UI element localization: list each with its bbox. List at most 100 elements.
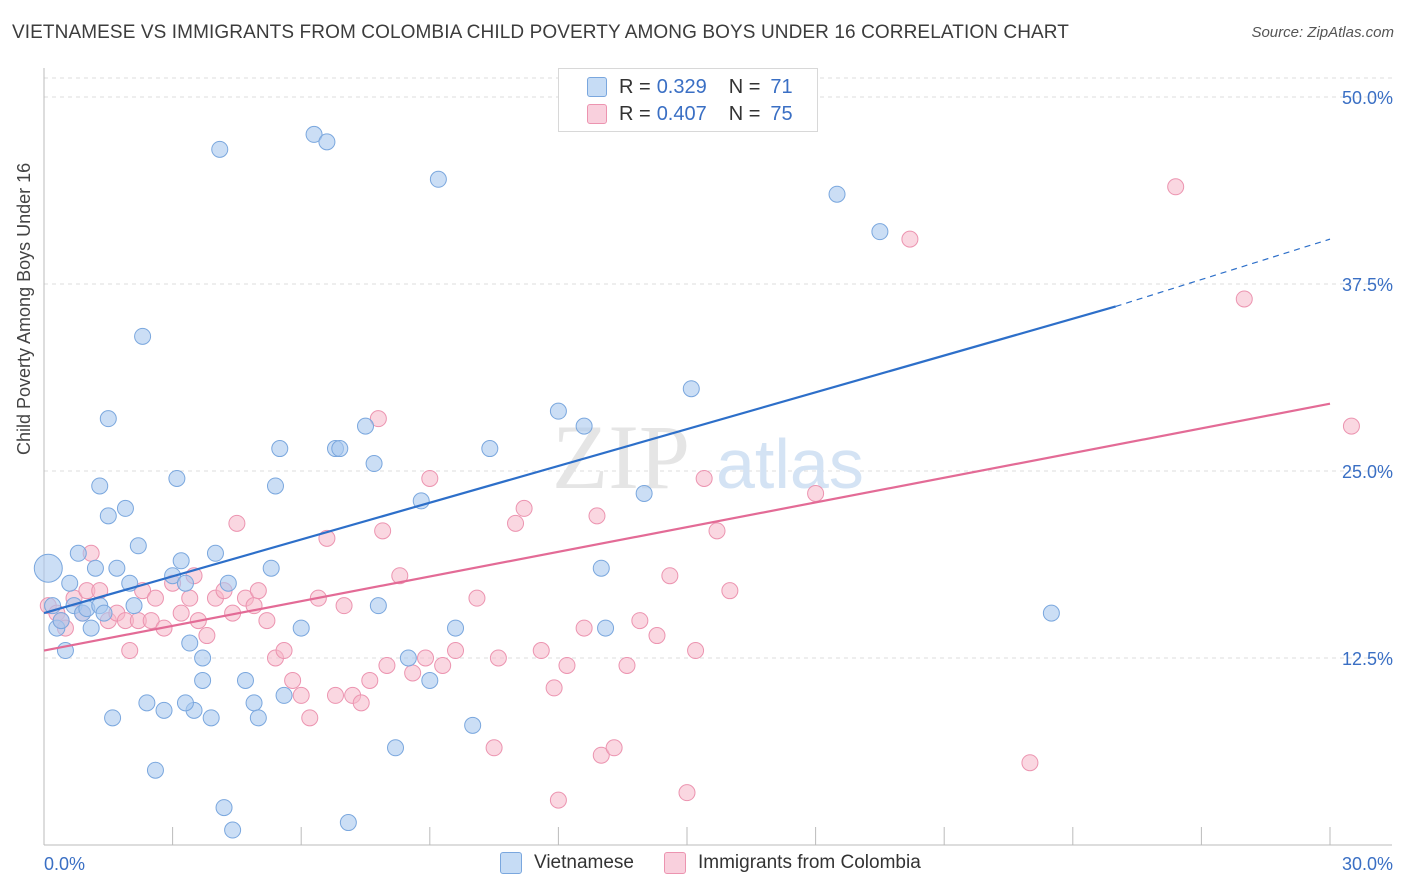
legend-n-label: N = <box>728 102 761 125</box>
vietnamese-point <box>146 761 164 779</box>
legend-n-label: N = <box>728 75 761 98</box>
colombia-trend-line <box>43 402 1331 652</box>
legend-row-colombia: R = 0.407 N = 75 <box>587 102 793 126</box>
colombia-point <box>708 522 726 540</box>
colombia-point <box>507 514 525 532</box>
colombia-point <box>258 612 276 630</box>
colombia-point <box>721 582 739 600</box>
vietnamese-point <box>828 185 846 203</box>
vietnamese-point <box>365 455 383 473</box>
vietnamese-point <box>249 709 267 727</box>
trend-lines <box>43 238 1331 652</box>
vietnamese-point <box>592 559 610 577</box>
colombia-point <box>515 499 533 517</box>
vietnamese-point <box>318 133 336 151</box>
legend-r-label: R = <box>619 75 651 98</box>
colombia-point <box>284 671 302 689</box>
vietnamese-point <box>176 574 194 592</box>
colombia-point <box>901 230 919 248</box>
chart-title: VIETNAMESE VS IMMIGRANTS FROM COLOMBIA C… <box>12 22 1069 43</box>
colombia-point <box>468 589 486 607</box>
correlation-legend: R = 0.329 N = 71 R = 0.407 N = 75 <box>558 68 818 132</box>
legend-n-value: 71 <box>770 75 793 98</box>
vietnamese-point <box>125 597 143 615</box>
vietnamese-point <box>387 739 405 757</box>
vietnamese-point <box>194 671 212 689</box>
vietnamese-point <box>69 544 87 562</box>
watermark-atlas: atlas <box>716 425 864 503</box>
vietnamese-point <box>357 417 374 435</box>
vietnamese-point <box>597 619 615 637</box>
legend-n-value: 75 <box>770 102 793 125</box>
colombia-point <box>121 642 139 660</box>
colombia-point <box>1342 417 1360 435</box>
vietnamese-point <box>99 507 117 525</box>
colombia-point <box>181 589 199 607</box>
legend-swatch-blue <box>587 77 607 97</box>
colombia-point <box>631 612 649 630</box>
x-tick-label: 30.0% <box>1342 854 1393 874</box>
vietnamese-point <box>236 671 254 689</box>
colombia-point <box>1021 754 1039 772</box>
colombia-point <box>687 642 705 660</box>
colombia-point <box>275 642 293 660</box>
vietnamese-point <box>61 574 79 592</box>
legend-item-colombia: Immigrants from Colombia <box>664 852 921 874</box>
colombia-point <box>434 656 452 674</box>
colombia-point <box>146 589 164 607</box>
series-vietnamese-points <box>33 125 1060 839</box>
vietnamese-point <box>82 619 100 637</box>
colombia-point <box>404 664 422 682</box>
vietnamese-point <box>305 125 323 143</box>
vietnamese-point <box>33 553 63 583</box>
colombia-point <box>489 649 507 667</box>
vietnamese-point <box>871 223 889 241</box>
vietnamese-point <box>421 671 439 689</box>
vietnamese-point <box>86 559 104 577</box>
legend-r-label: R = <box>619 102 651 125</box>
colombia-point <box>588 507 606 525</box>
colombia-point <box>485 739 503 757</box>
colombia-point <box>378 656 396 674</box>
y-tick-label: 50.0% <box>1342 88 1393 108</box>
y-tick-label: 12.5% <box>1342 649 1393 669</box>
colombia-point <box>678 784 696 802</box>
vietnamese-point <box>682 380 700 398</box>
vietnamese-point <box>138 694 156 712</box>
watermark: ZIP <box>552 406 690 508</box>
series-legend: Vietnamese Immigrants from Colombia <box>500 852 951 874</box>
vietnamese-point <box>116 499 134 517</box>
legend-swatch-pink <box>664 852 686 874</box>
axes <box>43 68 1392 846</box>
vietnamese-point <box>206 544 224 562</box>
vietnamese-point <box>429 170 447 188</box>
colombia-point <box>618 656 636 674</box>
vietnamese-point <box>266 477 284 495</box>
colombia-point <box>391 567 409 585</box>
series-colombia-points <box>39 178 1360 809</box>
colombia-point <box>1167 178 1185 196</box>
colombia-point <box>142 612 160 630</box>
legend-r-value: 0.329 <box>656 75 707 98</box>
vietnamese-point <box>168 469 186 487</box>
colombia-point <box>575 619 593 637</box>
legend-item-vietnamese: Vietnamese <box>500 852 634 874</box>
colombia-point <box>695 469 713 487</box>
grid-lines <box>44 77 1392 659</box>
vietnamese-point <box>245 694 263 712</box>
vietnamese-point <box>108 559 126 577</box>
y-tick-label: 37.5% <box>1342 275 1393 295</box>
colombia-point <box>301 709 319 727</box>
vietnamese-trend-extension <box>1115 238 1331 308</box>
vietnamese-point <box>215 799 233 817</box>
vietnamese-point <box>575 417 593 435</box>
vietnamese-point <box>211 140 229 158</box>
vietnamese-point <box>447 619 465 637</box>
vietnamese-point <box>275 686 293 704</box>
colombia-point <box>558 656 576 674</box>
colombia-point <box>292 686 310 704</box>
colombia-point <box>369 410 387 428</box>
vietnamese-point <box>194 649 212 667</box>
colombia-point <box>807 484 825 502</box>
vietnamese-point <box>262 559 280 577</box>
